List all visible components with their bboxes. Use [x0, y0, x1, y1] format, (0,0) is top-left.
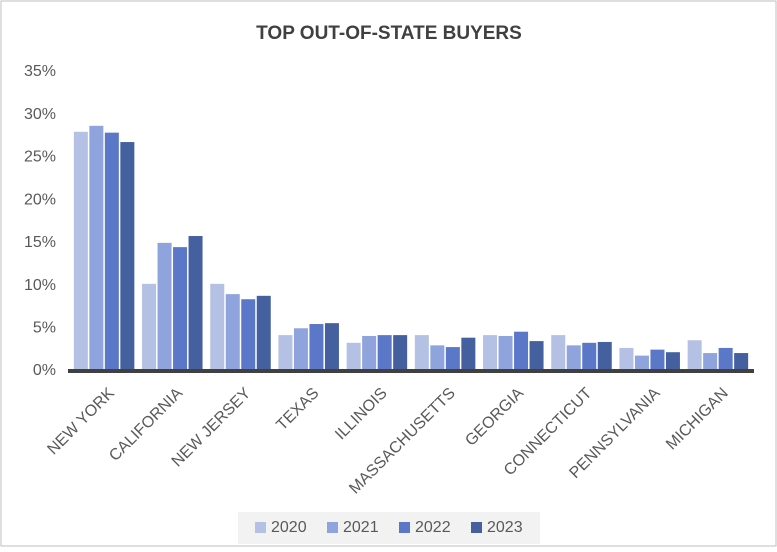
legend-swatch — [471, 522, 482, 533]
bar — [566, 345, 581, 371]
bar — [650, 349, 665, 371]
bar — [210, 283, 225, 371]
y-tick-label: 5% — [33, 320, 56, 337]
bar — [157, 242, 172, 371]
bar — [514, 331, 529, 371]
y-tick-label: 10% — [24, 277, 56, 294]
legend-label: 2020 — [271, 519, 307, 536]
bar — [142, 283, 157, 371]
bar — [225, 294, 240, 371]
y-tick-label: 15% — [24, 234, 56, 251]
bar — [324, 323, 339, 371]
bar — [89, 125, 104, 371]
bar — [73, 131, 88, 371]
y-tick-label: 20% — [24, 191, 56, 208]
bar — [173, 247, 188, 371]
bar — [582, 342, 597, 371]
bar — [346, 342, 361, 371]
y-tick-label: 30% — [24, 106, 56, 123]
bar — [619, 347, 634, 371]
bar — [293, 328, 308, 371]
y-tick-label: 25% — [24, 149, 56, 166]
legend-swatch — [255, 522, 266, 533]
bar — [483, 335, 498, 371]
bar — [309, 324, 324, 371]
bar — [393, 335, 408, 371]
y-tick-label: 0% — [33, 362, 56, 379]
bar — [241, 299, 256, 371]
bar — [120, 142, 135, 371]
bar — [529, 341, 544, 371]
legend-label: 2023 — [487, 519, 523, 536]
bar — [498, 335, 513, 371]
bar — [687, 340, 702, 371]
bar — [104, 132, 119, 371]
bar — [430, 345, 445, 371]
bar — [634, 355, 649, 371]
bar — [377, 335, 392, 371]
legend-label: 2021 — [343, 519, 379, 536]
legend-box — [238, 512, 540, 544]
bar — [703, 353, 718, 371]
bar — [718, 347, 733, 371]
legend-swatch — [399, 522, 410, 533]
y-tick-label: 35% — [24, 63, 56, 80]
bar — [461, 337, 476, 371]
legend-swatch — [327, 522, 338, 533]
bar — [734, 353, 749, 371]
bar — [362, 335, 377, 371]
bar — [256, 295, 271, 371]
bar — [551, 335, 566, 371]
chart-title: TOP OUT-OF-STATE BUYERS — [256, 23, 522, 44]
bar — [414, 335, 429, 371]
bar — [278, 335, 293, 371]
legend-label: 2022 — [415, 519, 451, 536]
bar — [665, 352, 680, 371]
bar — [597, 341, 612, 371]
bar — [445, 347, 460, 371]
bar — [188, 236, 203, 371]
